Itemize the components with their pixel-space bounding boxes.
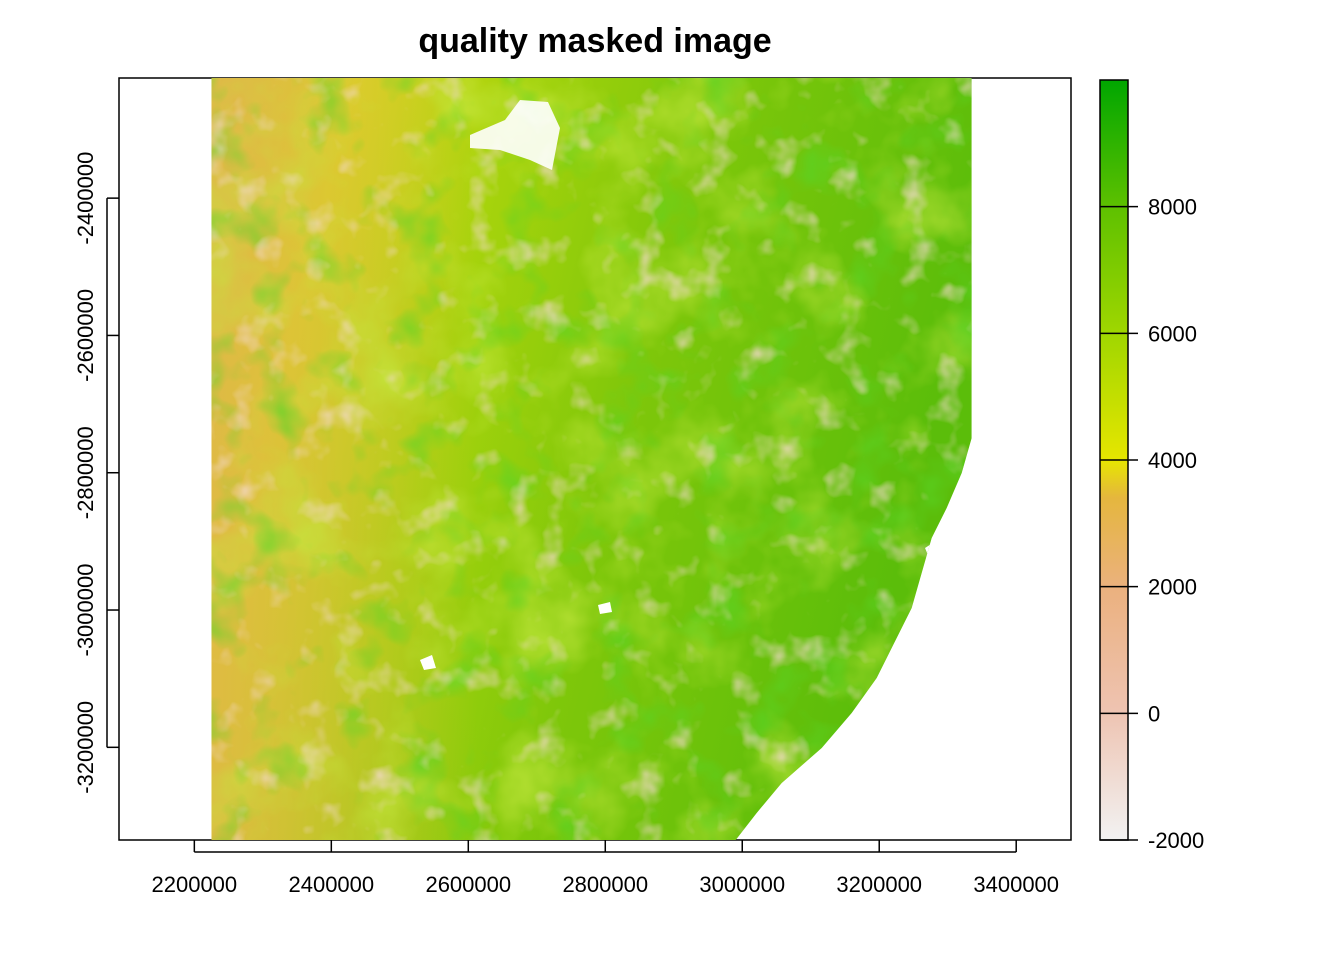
color-legend: -2000 0 2000 4000 6000 8000 [1099, 79, 1204, 853]
legend-tick-label: 6000 [1148, 321, 1197, 346]
y-tick-label: -2800000 [73, 426, 98, 519]
x-tick-label: 2600000 [425, 872, 511, 897]
y-tick-label: -2600000 [73, 289, 98, 382]
x-axis: 2200000 2400000 2600000 2800000 3000000 32000… [152, 840, 1059, 897]
x-tick-label: 3200000 [836, 872, 922, 897]
masked-patch-small1 [420, 655, 436, 670]
legend-tick-label: -2000 [1148, 828, 1204, 853]
legend-tick-label: 4000 [1148, 448, 1197, 473]
legend-tick-label: 2000 [1148, 575, 1197, 600]
raster-texture-pink [211, 78, 972, 840]
y-tick-label: -3000000 [73, 564, 98, 657]
legend-tick-label: 0 [1148, 701, 1160, 726]
y-axis: -2400000 -2600000 -2800000 -3000000 -3200000 [73, 152, 119, 794]
x-tick-label: 3000000 [699, 872, 785, 897]
masked-patch-north [470, 100, 560, 170]
legend-tick-label: 8000 [1148, 195, 1197, 220]
legend-ticks: -2000 0 2000 4000 6000 8000 [1100, 195, 1204, 853]
x-tick-label: 2800000 [562, 872, 648, 897]
chart-title: quality masked image [418, 22, 772, 60]
y-tick-label: -2400000 [73, 152, 98, 245]
x-tick-label: 2200000 [152, 872, 238, 897]
masked-patch-small2 [598, 602, 612, 614]
y-tick-label: -3200000 [73, 701, 98, 794]
raster-image [211, 78, 972, 840]
x-tick-label: 2400000 [288, 872, 374, 897]
x-tick-label: 3400000 [973, 872, 1059, 897]
